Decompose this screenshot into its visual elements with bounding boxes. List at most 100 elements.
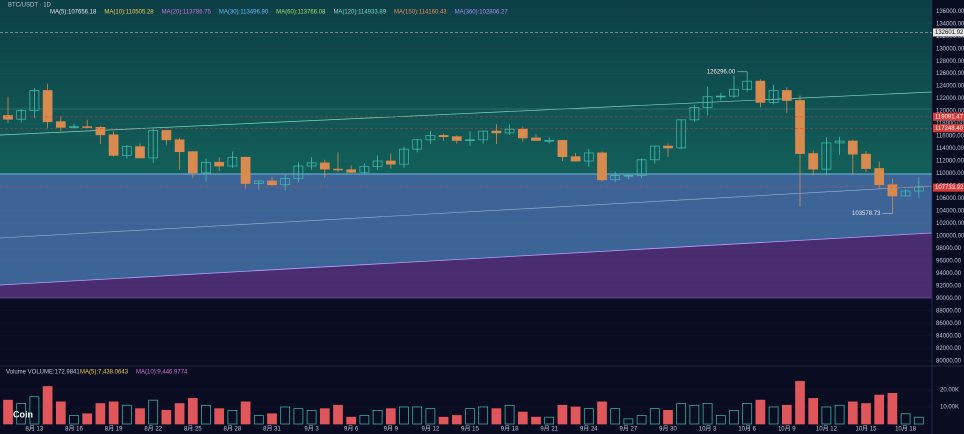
y-tick-label: 110000.00 bbox=[936, 171, 964, 177]
volume-bar bbox=[267, 413, 277, 425]
candle-body bbox=[306, 162, 317, 167]
candle-body bbox=[913, 187, 924, 192]
candle-body bbox=[676, 119, 687, 149]
volume-bar bbox=[821, 406, 832, 425]
volume-bar bbox=[465, 408, 475, 425]
candle-body bbox=[847, 140, 858, 155]
trend-line bbox=[0, 185, 933, 239]
trend-line bbox=[0, 91, 933, 136]
volume-bar bbox=[69, 415, 79, 425]
x-tick-label: 8月 19 bbox=[105, 426, 123, 433]
candle-body bbox=[135, 146, 145, 159]
candle-body bbox=[504, 128, 515, 134]
x-tick-label: 9月 21 bbox=[540, 426, 558, 433]
volume-bar bbox=[359, 415, 370, 425]
y-tick-label: 82000.00 bbox=[936, 346, 962, 352]
candle-body bbox=[465, 139, 475, 141]
volume-bar bbox=[451, 415, 462, 425]
y-tick-label: 128000.00 bbox=[936, 59, 964, 65]
x-tick-label: 10月 9 bbox=[778, 426, 796, 433]
volume-bar bbox=[557, 404, 568, 425]
candle-body bbox=[834, 140, 845, 144]
candle-body bbox=[517, 128, 528, 139]
volume-bar bbox=[491, 408, 502, 425]
candle-body bbox=[623, 175, 634, 177]
volume-bar bbox=[781, 404, 792, 425]
volume-bar bbox=[372, 410, 383, 425]
candle-body bbox=[649, 145, 660, 161]
volume-bar bbox=[121, 404, 132, 425]
price-tag bbox=[933, 124, 964, 133]
x-tick-label: 9月 24 bbox=[580, 426, 598, 433]
legend-item: MA(30):113496.90 bbox=[219, 10, 269, 16]
x-tick-label: 10月 12 bbox=[816, 426, 838, 433]
candle-body bbox=[253, 180, 264, 184]
volume-bar bbox=[874, 394, 885, 425]
volume-bar bbox=[755, 399, 766, 425]
volume-bar bbox=[663, 410, 673, 425]
candle-body bbox=[808, 153, 819, 170]
candle-body bbox=[148, 130, 159, 159]
candle-body bbox=[227, 156, 238, 167]
volume-bar bbox=[610, 408, 621, 425]
x-tick-label: 9月 27 bbox=[620, 426, 638, 433]
volume-bar bbox=[900, 413, 911, 425]
volume-bar bbox=[227, 410, 238, 425]
candle-body bbox=[531, 137, 541, 141]
y-tick-label: 86000.00 bbox=[936, 321, 962, 327]
candle-body bbox=[69, 126, 79, 128]
candle-body bbox=[161, 130, 172, 141]
volume-bar bbox=[333, 404, 343, 425]
volume-bar bbox=[834, 404, 845, 425]
candle-body bbox=[636, 159, 647, 176]
volume-tick-label: 10.00K bbox=[940, 405, 959, 411]
volume-bar bbox=[319, 408, 330, 425]
volume-bar bbox=[887, 392, 898, 425]
lower-zone bbox=[0, 233, 932, 298]
y-tick-label: 132000.00 bbox=[936, 34, 964, 40]
volume-bar bbox=[82, 413, 93, 425]
volume-bar bbox=[346, 416, 357, 425]
volume-bar bbox=[597, 401, 607, 425]
legend-item: MA(360):102806.27 bbox=[455, 10, 509, 16]
candle-body bbox=[861, 153, 871, 169]
x-tick-label: 8月 22 bbox=[144, 426, 162, 433]
candle-body bbox=[3, 115, 13, 120]
volume-bar bbox=[201, 404, 211, 425]
volume-bar bbox=[161, 410, 172, 425]
volume-bar bbox=[240, 401, 251, 425]
volume-bar bbox=[187, 398, 198, 425]
y-tick-label: 94000.00 bbox=[936, 271, 962, 277]
y-tick-label: 120000.00 bbox=[936, 109, 964, 115]
volume-bar bbox=[742, 403, 753, 425]
volume-bar bbox=[425, 408, 436, 425]
legend-item: MA(20):113786.75 bbox=[162, 10, 212, 16]
volume-bar bbox=[729, 410, 739, 425]
volume-bar bbox=[174, 403, 185, 425]
legend-item: MA(5):107656.18 bbox=[50, 10, 97, 16]
watermark: AiCoin bbox=[4, 409, 33, 419]
zone-line bbox=[0, 232, 933, 286]
volume-bar bbox=[29, 396, 40, 425]
candle-body bbox=[781, 90, 792, 101]
candle-body bbox=[755, 80, 766, 103]
y-tick-label: 124000.00 bbox=[936, 84, 964, 90]
candle-body bbox=[821, 142, 832, 170]
volume-bar bbox=[306, 410, 317, 425]
candle-body bbox=[280, 178, 291, 186]
volume-bar bbox=[16, 403, 27, 425]
chart-title: BTC/USDT · 1D bbox=[8, 3, 52, 9]
x-tick-label: 9月 9 bbox=[384, 426, 399, 433]
volume-bar bbox=[583, 408, 594, 425]
candle-body bbox=[438, 135, 449, 138]
volume-bar bbox=[676, 403, 687, 425]
candle-body bbox=[900, 190, 911, 197]
price-tag bbox=[933, 28, 964, 37]
candle-body bbox=[795, 100, 805, 154]
x-tick-label: 10月 15 bbox=[855, 426, 877, 433]
x-tick-label: 9月 3 bbox=[304, 426, 319, 433]
candle-body bbox=[187, 151, 198, 174]
volume-bar bbox=[861, 403, 871, 425]
volume-bar bbox=[808, 398, 819, 425]
candle-body bbox=[570, 156, 581, 162]
